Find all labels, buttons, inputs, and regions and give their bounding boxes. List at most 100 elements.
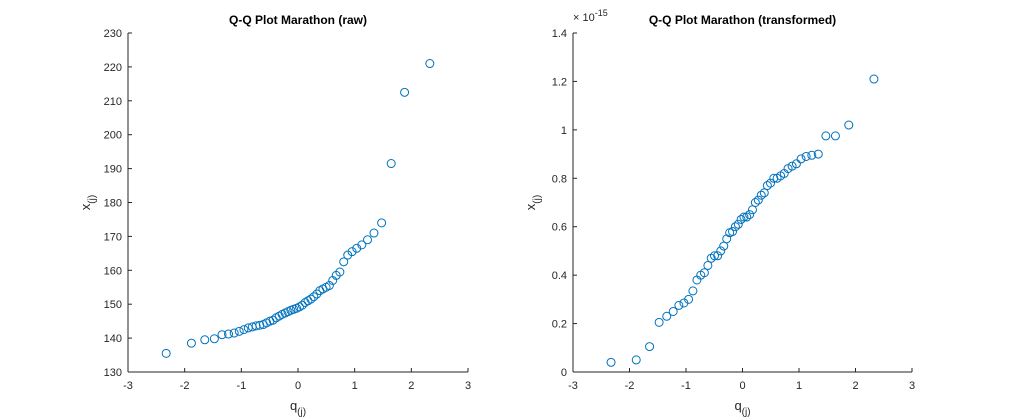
y-tick-label: 140 [104, 333, 122, 345]
point [791, 159, 801, 169]
point [766, 178, 776, 188]
y-tick-label: 180 [104, 198, 122, 210]
point [309, 292, 319, 302]
point [352, 243, 362, 253]
point [736, 214, 746, 224]
point [645, 342, 655, 352]
point [750, 198, 760, 207]
x-tick-label: -2 [625, 380, 635, 392]
point [722, 234, 732, 244]
x-tick-label: 1 [352, 380, 358, 392]
y-tick-label: 190 [104, 164, 122, 176]
point [703, 260, 713, 270]
point [739, 212, 749, 222]
x-label-main: q [290, 398, 297, 413]
point [425, 59, 435, 69]
y-tick-label: 0 [561, 367, 567, 379]
point [684, 294, 694, 304]
point [339, 257, 349, 267]
x-label-sub: (j) [742, 407, 751, 418]
point [756, 190, 766, 200]
point [223, 329, 233, 339]
point [742, 212, 752, 222]
y-label-main: x [78, 203, 93, 210]
y-label-sub: (j) [87, 195, 98, 204]
x-axis-label: q(j) [734, 398, 750, 418]
point [335, 267, 345, 277]
point [796, 154, 806, 164]
point [631, 355, 641, 365]
y-tick-label: 1.4 [552, 28, 567, 40]
point [363, 235, 373, 245]
point [706, 253, 716, 263]
x-tick-label: -1 [681, 380, 691, 392]
point [807, 150, 817, 160]
point [813, 149, 823, 159]
exponent-power: -15 [595, 8, 608, 18]
point [400, 87, 410, 97]
point [294, 302, 304, 312]
point [733, 219, 743, 229]
chart-title: Q-Q Plot Marathon (raw) [229, 13, 367, 27]
y-tick-label: 0.2 [552, 319, 567, 331]
y-label-main: x [523, 203, 538, 210]
x-label-main: q [734, 398, 741, 413]
y-axis-label: x(j) [523, 195, 543, 210]
point [745, 210, 755, 220]
point [369, 228, 379, 238]
point [297, 300, 307, 310]
y-tick-label: 150 [104, 299, 122, 311]
y-axis-label: x(j) [78, 195, 98, 210]
point [606, 357, 616, 367]
x-tick-label: -1 [236, 380, 246, 392]
point [830, 131, 840, 141]
point [869, 74, 879, 84]
point [306, 294, 316, 304]
y-tick-label: 160 [104, 265, 122, 277]
exponent-label: × 10-15 [573, 8, 608, 24]
point [668, 306, 678, 316]
point [787, 161, 797, 171]
x-tick-label: 3 [909, 380, 915, 392]
y-tick-label: 200 [104, 130, 122, 142]
point [186, 338, 196, 348]
x-tick-label: 0 [295, 380, 301, 392]
x-tick-label: -2 [180, 380, 190, 392]
y-tick-label: 130 [104, 367, 122, 379]
point [239, 325, 249, 335]
point [844, 120, 854, 130]
point [730, 222, 740, 232]
point [347, 247, 357, 257]
x-tick-label: 0 [739, 380, 745, 392]
y-tick-label: 0.6 [552, 222, 567, 234]
point [217, 330, 227, 340]
y-tick-label: 0.4 [552, 270, 567, 282]
y-tick-label: 0.8 [552, 173, 567, 185]
y-tick-label: 1.2 [552, 76, 567, 88]
y-label-sub: (j) [532, 195, 543, 204]
point [268, 315, 278, 325]
point [821, 131, 831, 141]
x-tick-label: 1 [796, 380, 802, 392]
point [762, 181, 772, 191]
point [324, 281, 334, 291]
point [200, 335, 210, 345]
point [386, 159, 396, 169]
point [209, 334, 219, 344]
point [713, 251, 723, 261]
x-tick-label: 3 [465, 380, 471, 392]
x-axis-label: q(j) [290, 398, 306, 418]
chart-title: Q-Q Plot Marathon (transformed) [649, 13, 836, 27]
point [674, 300, 684, 310]
y-tick-label: 210 [104, 96, 122, 108]
point [161, 348, 171, 358]
exponent-base: × 10 [573, 12, 595, 24]
point [251, 321, 261, 331]
y-tick-label: 230 [104, 28, 122, 40]
x-tick-label: -3 [568, 380, 578, 392]
point [699, 268, 709, 278]
point [753, 195, 763, 205]
point [234, 326, 244, 336]
point [377, 218, 387, 228]
